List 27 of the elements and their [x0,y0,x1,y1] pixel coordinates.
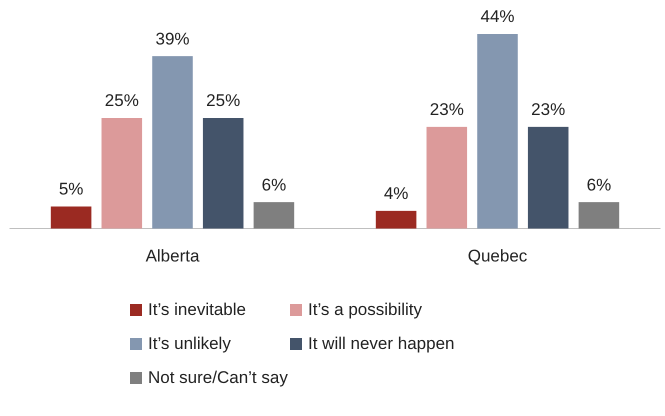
x-tick-label: Alberta [146,246,200,266]
bar [202,118,244,229]
data-label: 44% [480,7,515,26]
data-label: 23% [531,100,566,120]
bar [152,56,193,229]
bar [254,202,294,229]
data-label: 25% [206,91,240,110]
bar [477,34,518,229]
legend-label: Not sure/Can’t say [148,368,288,388]
legend-label: It’s inevitable [148,300,246,320]
bar [376,210,416,229]
bar [426,126,468,229]
data-label: 39% [155,29,190,48]
bar [50,206,92,229]
data-label: 4% [384,184,408,204]
bar [578,202,620,229]
legend-label: It will never happen [308,334,454,354]
data-label: 25% [104,91,139,110]
data-label: 6% [262,175,286,194]
data-label: 5% [58,180,84,199]
bar [102,118,142,229]
legend-label: It’s a possibility [308,300,422,320]
data-label: 6% [586,175,612,194]
x-tick-label: Quebec [468,246,528,266]
data-label: 23% [430,100,464,120]
legend-label: It’s unlikely [148,334,231,354]
bar [528,126,568,229]
